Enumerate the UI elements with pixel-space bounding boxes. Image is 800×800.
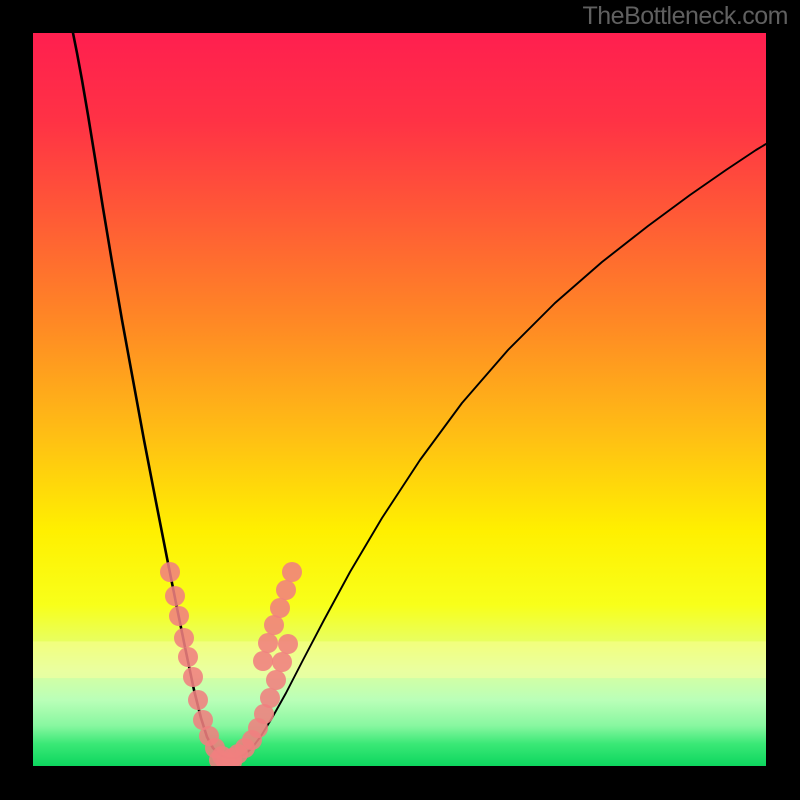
bead-marker xyxy=(183,667,203,687)
bead-marker xyxy=(266,670,286,690)
bead-marker xyxy=(272,652,292,672)
bead-marker xyxy=(264,615,284,635)
bead-marker xyxy=(282,562,302,582)
bead-marker xyxy=(178,647,198,667)
bead-marker xyxy=(160,562,180,582)
chart-container: TheBottleneck.com xyxy=(0,0,800,800)
highlight-band xyxy=(33,641,766,678)
bead-marker xyxy=(253,651,273,671)
bead-marker xyxy=(165,586,185,606)
bead-marker xyxy=(169,606,189,626)
bead-marker xyxy=(174,628,194,648)
bead-marker xyxy=(188,690,208,710)
bead-marker xyxy=(276,580,296,600)
bead-marker xyxy=(222,752,242,772)
chart-svg xyxy=(0,0,800,800)
bead-marker xyxy=(278,634,298,654)
bead-marker xyxy=(270,598,290,618)
bead-marker xyxy=(260,688,280,708)
bead-marker xyxy=(258,633,278,653)
